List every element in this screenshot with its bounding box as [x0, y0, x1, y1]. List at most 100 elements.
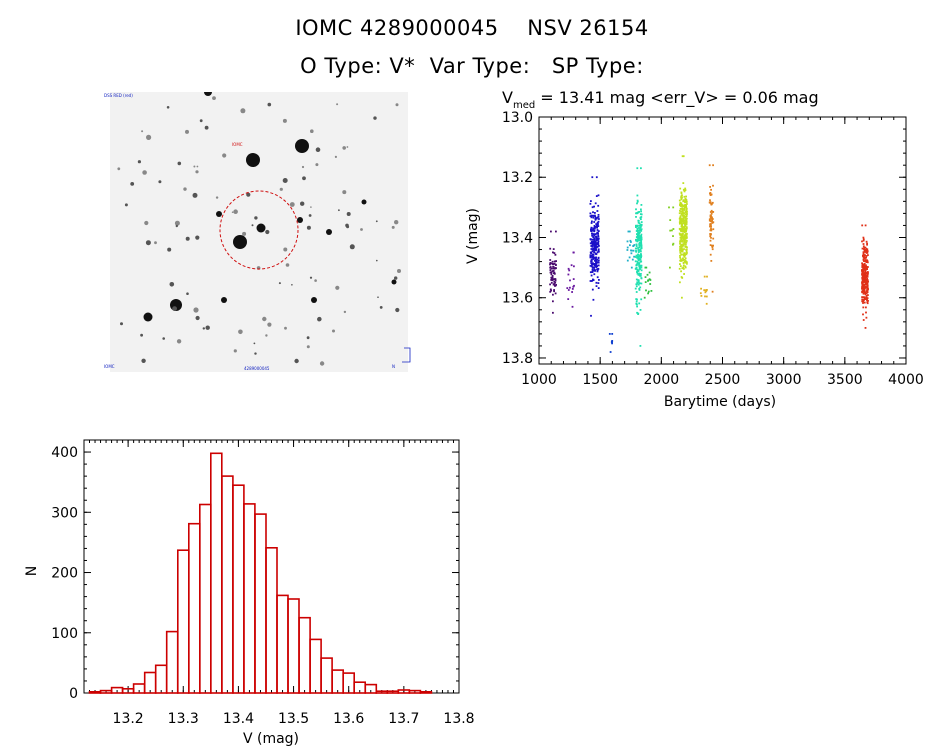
lc-data-point — [681, 226, 684, 229]
lc-data-point — [640, 238, 643, 241]
lc-data-point — [635, 238, 637, 241]
finder-star — [395, 307, 400, 313]
finder-star — [282, 178, 288, 183]
lc-data-point — [700, 295, 703, 297]
lc-data-point — [590, 214, 593, 217]
lc-data-point — [636, 199, 639, 202]
lc-data-point — [682, 248, 684, 251]
finder-top-left-label: DSS RED (red) — [104, 93, 133, 98]
lc-data-point — [597, 264, 600, 267]
lc-data-point — [685, 227, 687, 230]
lc-data-point — [863, 291, 865, 294]
lc-data-point — [594, 233, 597, 235]
lc-data-point — [608, 333, 611, 335]
lc-data-point — [648, 271, 651, 274]
lc-data-point — [640, 282, 643, 285]
lc-data-point — [592, 258, 595, 260]
lc-data-point — [554, 292, 557, 295]
lc-data-point — [591, 232, 593, 235]
finder-star — [238, 329, 243, 335]
lc-data-point — [863, 277, 866, 280]
lc-data-point — [590, 200, 592, 202]
lc-data-point — [685, 209, 688, 212]
lc-data-point — [567, 289, 570, 291]
lc-data-point — [591, 244, 594, 246]
lc-data-point — [865, 311, 867, 314]
lc-data-point — [595, 258, 597, 260]
lc-x-tick-label: 3500 — [827, 372, 863, 388]
lc-data-point — [710, 225, 712, 228]
lc-data-point — [865, 255, 868, 257]
lc-data-point — [867, 280, 869, 283]
lc-data-point — [638, 232, 640, 235]
finder-star — [291, 284, 293, 286]
finder-star — [373, 116, 377, 120]
hist-bar — [331, 669, 345, 694]
lc-data-point — [589, 238, 592, 240]
lc-data-point — [590, 229, 593, 231]
lc-data-point — [684, 189, 687, 191]
lc-data-point — [639, 255, 642, 258]
lc-data-point — [636, 281, 639, 284]
lc-data-point — [638, 287, 641, 290]
finder-star — [306, 225, 311, 230]
lc-data-point — [672, 242, 675, 245]
lc-data-point — [861, 273, 863, 276]
finder-star — [311, 297, 317, 303]
hist-x-tick-label: 13.6 — [333, 711, 364, 727]
lc-data-point — [593, 226, 596, 229]
finder-star — [124, 203, 128, 207]
hist-bar — [165, 630, 179, 694]
lc-data-point — [551, 270, 554, 272]
lc-data-point — [626, 259, 629, 262]
lc-data-point — [682, 268, 685, 270]
lc-data-point — [866, 302, 869, 305]
lc-data-point — [679, 233, 682, 236]
lc-data-point — [640, 235, 642, 237]
lc-data-point — [709, 239, 712, 242]
lc-data-point — [552, 267, 554, 270]
lc-data-point — [593, 225, 596, 227]
hist-bar — [88, 690, 102, 694]
lc-data-point — [682, 188, 685, 191]
lc-data-point — [640, 298, 643, 301]
lc-data-point — [595, 176, 598, 179]
lc-data-point — [864, 287, 866, 290]
hist-bar — [199, 503, 212, 694]
lc-data-point — [680, 210, 682, 213]
lc-data-point — [682, 217, 685, 220]
finder-star — [295, 139, 309, 153]
finder-star — [235, 210, 238, 213]
lc-data-point — [861, 282, 863, 285]
lc-data-point — [597, 194, 600, 197]
lc-data-point — [685, 221, 688, 223]
lc-data-point — [555, 260, 557, 262]
lc-data-point — [679, 202, 682, 204]
finder-star — [256, 223, 266, 233]
lc-data-point — [631, 258, 634, 261]
lc-data-point — [592, 254, 594, 256]
lc-data-point — [862, 277, 865, 280]
hist-bar — [419, 690, 433, 694]
finder-star — [349, 244, 355, 250]
hist-y-tick-label: 400 — [51, 445, 78, 461]
lc-data-point — [864, 224, 867, 227]
lc-data-point — [861, 287, 863, 290]
lc-data-point — [630, 241, 632, 243]
lc-data-point — [597, 261, 600, 264]
finder-star — [221, 297, 227, 303]
lc-data-point — [865, 292, 868, 295]
lc-data-point — [679, 204, 682, 207]
lc-data-point — [705, 289, 708, 292]
lc-data-point — [640, 246, 643, 249]
lc-data-point — [681, 205, 684, 207]
lc-data-point — [864, 276, 867, 279]
lc-data-point — [637, 233, 639, 235]
lc-data-point — [681, 250, 683, 252]
lc-data-point — [591, 254, 593, 257]
lc-data-point — [710, 236, 712, 239]
lc-data-point — [680, 243, 683, 246]
finder-star — [204, 125, 209, 130]
lc-data-point — [684, 219, 687, 222]
lc-data-point — [861, 266, 864, 269]
